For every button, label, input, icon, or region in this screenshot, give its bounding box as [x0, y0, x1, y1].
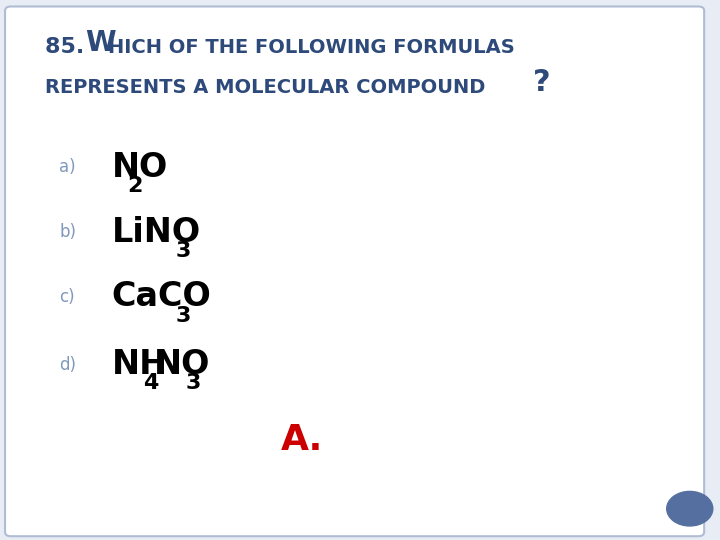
Text: O: O [138, 151, 166, 184]
Text: LiNO: LiNO [112, 215, 201, 249]
Text: 4: 4 [143, 373, 159, 394]
Text: NO: NO [154, 348, 210, 381]
Text: ?: ? [533, 68, 550, 97]
Text: 3: 3 [186, 373, 201, 394]
Text: CaCO: CaCO [112, 280, 212, 314]
Text: 2: 2 [127, 176, 143, 197]
Text: REPRESENTS A MOLECULAR COMPOUND: REPRESENTS A MOLECULAR COMPOUND [45, 78, 485, 97]
Text: 85.: 85. [45, 37, 91, 57]
Text: c): c) [59, 288, 75, 306]
Text: HICH OF THE FOLLOWING FORMULAS: HICH OF THE FOLLOWING FORMULAS [108, 38, 515, 57]
Text: A.: A. [282, 423, 323, 457]
Text: 3: 3 [175, 241, 191, 261]
Text: 3: 3 [175, 306, 191, 326]
Text: b): b) [59, 223, 76, 241]
Text: NH: NH [112, 348, 168, 381]
Circle shape [667, 491, 713, 526]
Text: W: W [85, 29, 116, 57]
Text: N: N [112, 151, 140, 184]
Text: a): a) [59, 158, 76, 177]
Text: d): d) [59, 355, 76, 374]
